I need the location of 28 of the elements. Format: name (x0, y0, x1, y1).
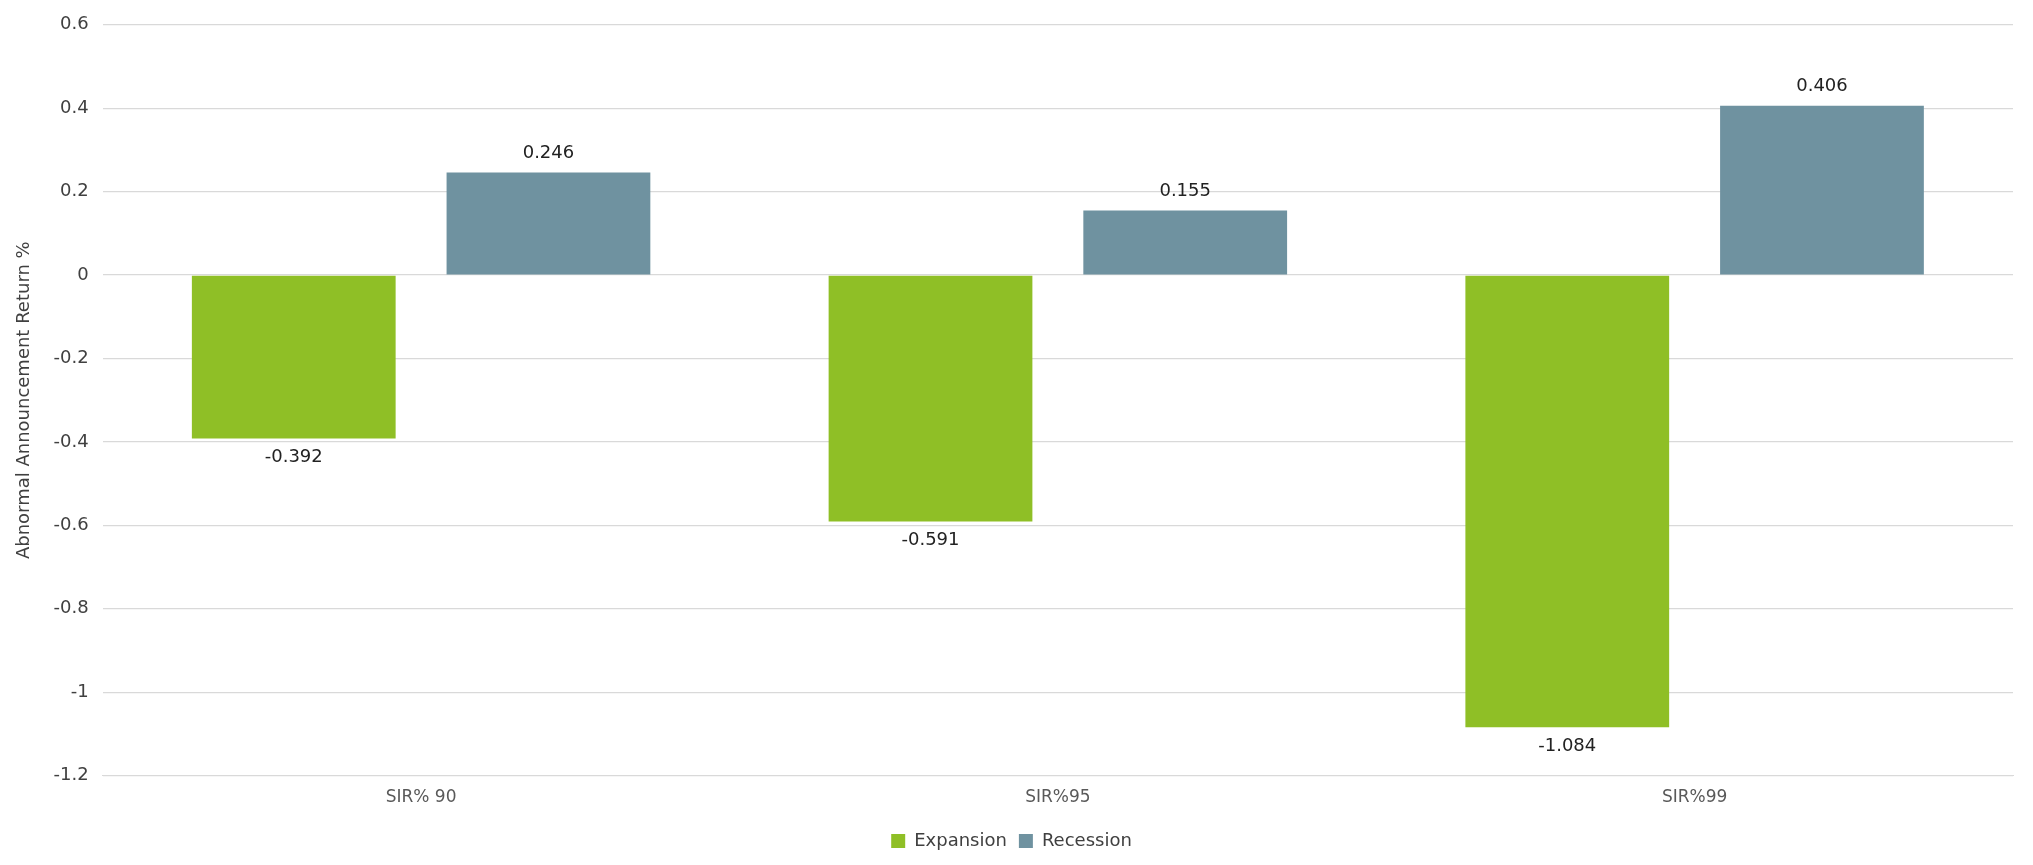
data-label: -0.392 (264, 445, 323, 467)
data-label: 0.246 (522, 141, 575, 163)
legend-label: Expansion (914, 828, 1007, 850)
y-tick-label: -1 (70, 679, 89, 701)
data-label: -1.084 (1538, 733, 1597, 755)
legend-label: Recession (1041, 828, 1132, 850)
x-tick-label: SIR%95 (1025, 786, 1091, 807)
bar (1465, 275, 1670, 728)
data-label: -0.591 (901, 528, 960, 550)
x-tick-label: SIR% 90 (385, 786, 457, 807)
bar (446, 172, 651, 275)
y-tick-label: 0.4 (60, 95, 89, 117)
y-tick-label: -0.6 (53, 513, 89, 535)
y-tick-label: 0 (77, 262, 89, 284)
y-tick-label: -0.8 (53, 596, 89, 618)
y-tick-label: -0.2 (53, 346, 89, 368)
y-axis-title: Abnormal Announcement Return % (12, 241, 34, 560)
bar (1083, 210, 1288, 275)
bar (828, 275, 1033, 522)
bar (191, 275, 396, 439)
y-tick-label: 0.6 (60, 12, 89, 34)
y-tick-label: -0.4 (53, 429, 89, 451)
y-tick-label: 0.2 (60, 179, 89, 201)
data-label: 0.406 (1796, 74, 1848, 96)
data-label: 0.155 (1159, 179, 1211, 201)
bar (1720, 105, 1924, 275)
y-tick-label: -1.2 (53, 763, 89, 785)
x-tick-label: SIR%99 (1661, 786, 1728, 807)
